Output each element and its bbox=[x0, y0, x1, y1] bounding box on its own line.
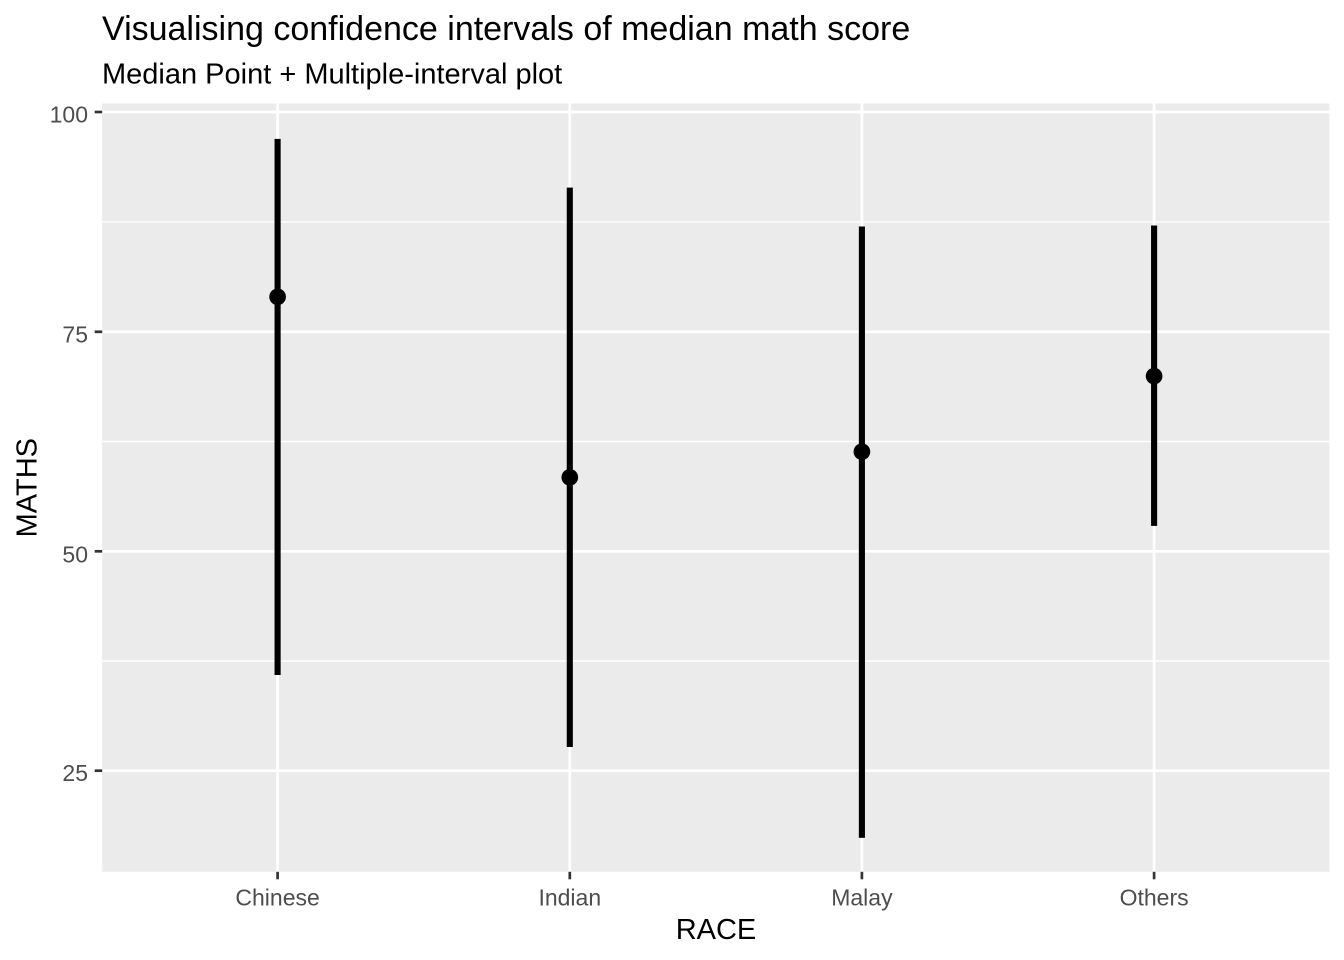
svg-text:Indian: Indian bbox=[538, 884, 601, 910]
svg-text:50: 50 bbox=[62, 541, 88, 567]
svg-text:RACE: RACE bbox=[676, 914, 757, 946]
svg-text:Others: Others bbox=[1120, 884, 1189, 910]
svg-text:100: 100 bbox=[50, 102, 88, 128]
svg-text:MATHS: MATHS bbox=[12, 438, 44, 537]
svg-text:Median Point + Multiple-interv: Median Point + Multiple-interval plot bbox=[102, 59, 562, 91]
svg-text:75: 75 bbox=[62, 321, 88, 347]
svg-text:Chinese: Chinese bbox=[235, 884, 319, 910]
svg-text:Visualising confidence interva: Visualising confidence intervals of medi… bbox=[102, 10, 910, 48]
svg-text:Malay: Malay bbox=[831, 884, 893, 910]
svg-text:25: 25 bbox=[62, 760, 88, 786]
